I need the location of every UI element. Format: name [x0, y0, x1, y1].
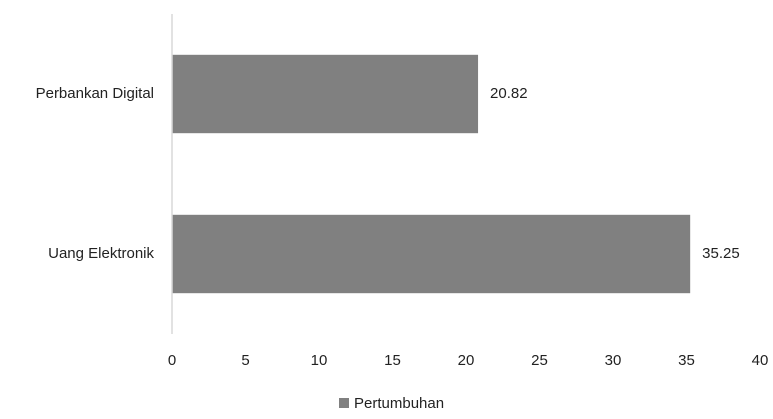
legend-swatch: [339, 398, 349, 408]
bar-perbankan-digital: [172, 54, 479, 134]
x-tick-label: 0: [168, 352, 176, 369]
x-tick-label: 40: [752, 352, 769, 369]
x-tick-label: 20: [458, 352, 475, 369]
x-tick-label: 15: [384, 352, 401, 369]
x-tick-label: 10: [311, 352, 328, 369]
bars-group: [172, 54, 691, 294]
x-tick-labels-group: 0 5 10 15 20 25 30 35 40: [168, 352, 769, 369]
x-tick-label: 25: [531, 352, 548, 369]
x-tick-label: 5: [241, 352, 249, 369]
bar-uang-elektronik: [172, 214, 691, 294]
x-tick-label: 35: [678, 352, 695, 369]
legend: Pertumbuhan: [339, 395, 444, 412]
data-label: 35.25: [702, 245, 740, 262]
category-label: Perbankan Digital: [36, 85, 154, 102]
legend-label-pertumbuhan: Pertumbuhan: [354, 395, 444, 412]
category-labels-group: Perbankan Digital Uang Elektronik: [36, 85, 155, 262]
data-labels-group: 20.82 35.25: [490, 85, 740, 262]
x-tick-label: 30: [605, 352, 622, 369]
category-label: Uang Elektronik: [48, 245, 154, 262]
data-label: 20.82: [490, 85, 528, 102]
